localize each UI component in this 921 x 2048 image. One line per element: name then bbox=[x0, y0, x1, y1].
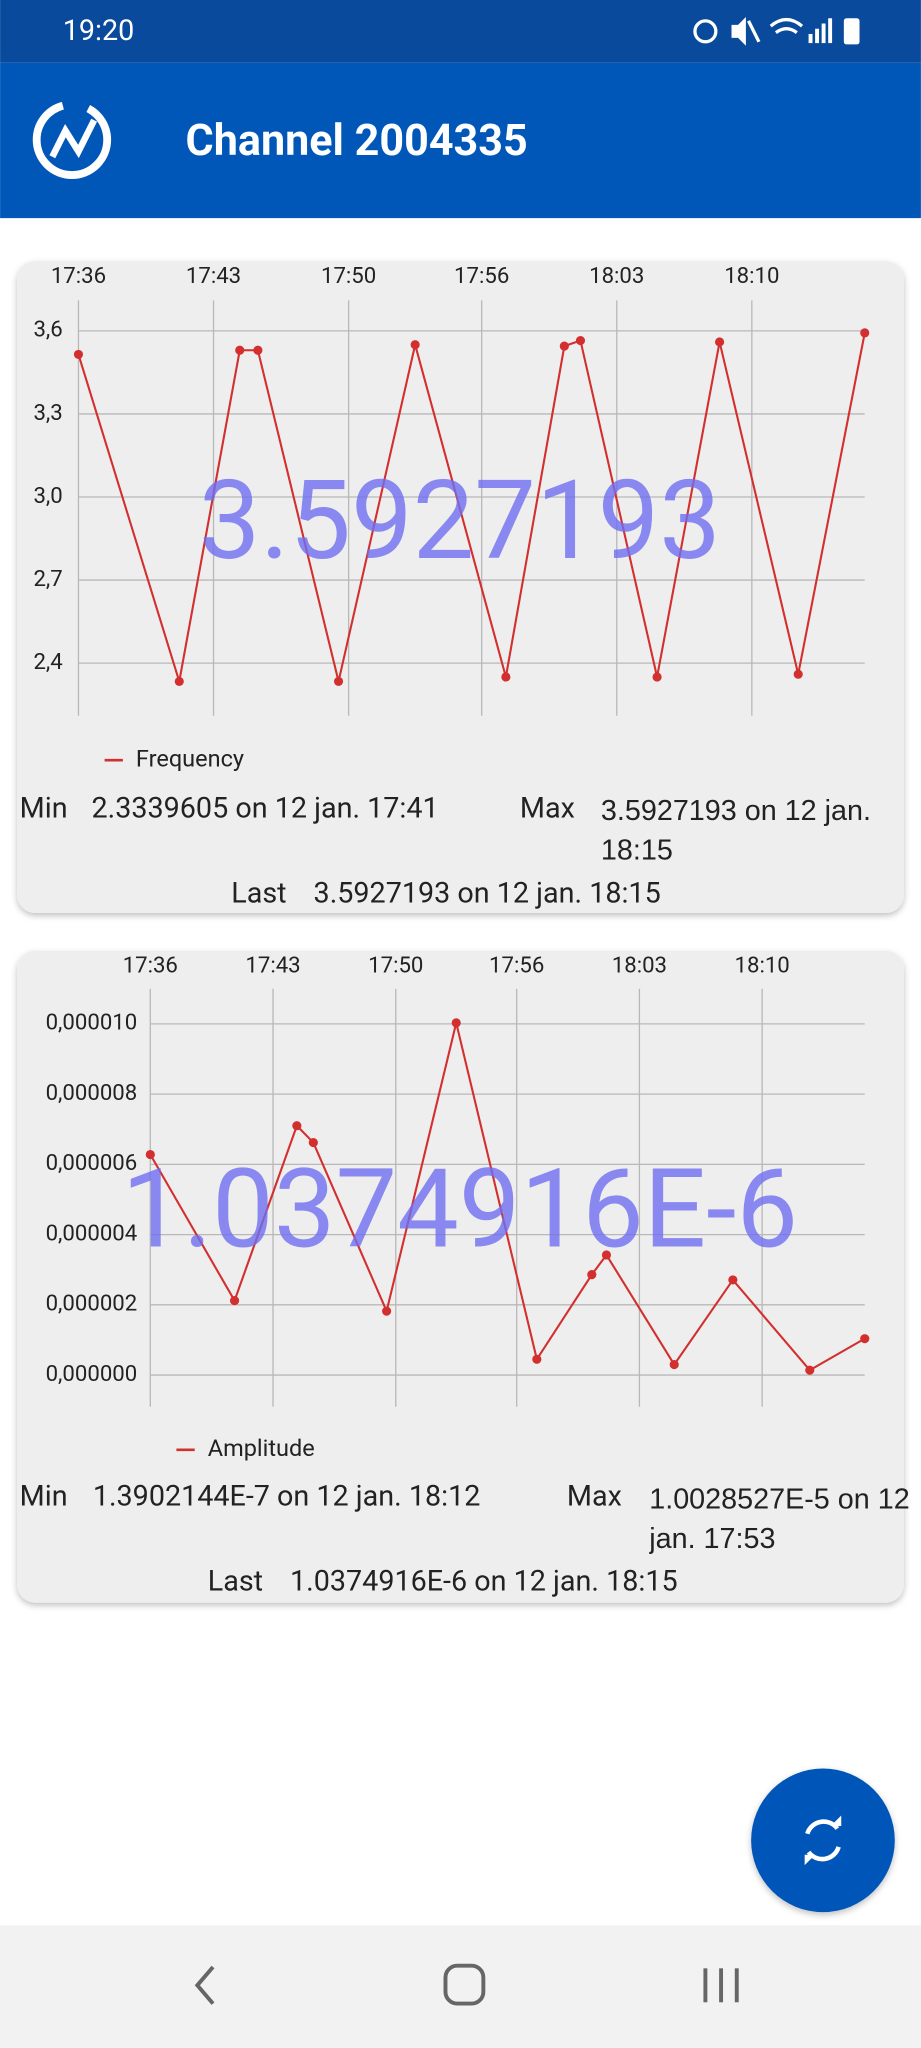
data-point bbox=[860, 328, 870, 338]
status-bar bbox=[0, 0, 921, 63]
stat-box: 1.0028527E-5 on 12 jan. 17:53 bbox=[649, 1482, 910, 1555]
data-point bbox=[652, 672, 662, 682]
charts: 2,4 2,7 3,0 3,3 3,6 17:36 17:43 17:50 17:56 18:03… bbox=[20, 263, 910, 1599]
stat-label: Min bbox=[20, 1480, 68, 1514]
x-tick-label: 17:56 bbox=[454, 263, 509, 289]
data-point bbox=[532, 1354, 542, 1364]
x-tick-label: 17:36 bbox=[51, 263, 106, 289]
data-point bbox=[145, 1149, 155, 1160]
data-point bbox=[805, 1365, 815, 1375]
x-tick-label: 18:10 bbox=[724, 263, 779, 289]
stat-value: 2.3339605 on 12 jan. 17:41 bbox=[92, 791, 439, 825]
nav-back[interactable] bbox=[194, 1965, 215, 2005]
data-point bbox=[308, 1138, 318, 1148]
stat-label: Last bbox=[208, 1565, 263, 1599]
value-overlay: 3.5927193 bbox=[199, 456, 721, 585]
chart-card bbox=[17, 261, 904, 913]
stat-value: 1.0374916E-6 on 12 jan. 18:15 bbox=[290, 1565, 678, 1599]
data-point bbox=[451, 1018, 461, 1028]
data-point bbox=[235, 345, 245, 355]
x-tick-label: 17:50 bbox=[368, 952, 423, 978]
y-tick-label: 0,000000 bbox=[46, 1361, 138, 1387]
y-tick-label: 0,000002 bbox=[46, 1291, 138, 1317]
data-point bbox=[333, 676, 344, 686]
stat-label: Max bbox=[567, 1480, 622, 1514]
nav-home[interactable] bbox=[443, 1963, 486, 2006]
data-point bbox=[559, 341, 569, 351]
data-point bbox=[229, 1296, 240, 1306]
data-point bbox=[728, 1275, 738, 1285]
data-point bbox=[715, 337, 725, 347]
x-tick-label: 17:43 bbox=[245, 952, 300, 978]
stat-value: 1.3902144E-7 on 12 jan. 18:12 bbox=[93, 1480, 481, 1514]
stat-label: Max bbox=[520, 791, 575, 825]
y-tick-label: 3,6 bbox=[33, 317, 62, 343]
y-tick-label: 2,7 bbox=[33, 566, 62, 592]
data-point bbox=[253, 345, 263, 355]
app-bar bbox=[0, 62, 921, 219]
x-tick-label: 18:03 bbox=[612, 952, 667, 978]
data-point bbox=[292, 1121, 302, 1131]
stat-value: 1.0028527E-5 on 12 jan. 17:53 bbox=[649, 1482, 910, 1555]
legend-label: Frequency bbox=[136, 744, 244, 772]
y-tick-label: 3,3 bbox=[33, 400, 62, 426]
y-tick-label: 3,0 bbox=[33, 483, 62, 509]
nav-recent[interactable] bbox=[703, 1968, 739, 2003]
y-tick-label: 0,000006 bbox=[46, 1150, 138, 1176]
refresh-button[interactable] bbox=[751, 1768, 895, 1913]
data-point bbox=[410, 340, 420, 350]
status-icons bbox=[693, 16, 860, 46]
data-point bbox=[669, 1359, 679, 1370]
data-point bbox=[575, 335, 586, 346]
x-tick-label: 17:56 bbox=[489, 952, 544, 978]
nav-bar bbox=[0, 1925, 921, 2048]
stat-label: Min bbox=[20, 791, 68, 825]
y-tick-label: 0,000008 bbox=[46, 1080, 138, 1106]
x-tick-label: 18:03 bbox=[589, 263, 644, 289]
x-tick-label: 18:10 bbox=[735, 952, 790, 978]
status-time: 19:20 bbox=[63, 14, 135, 48]
data-point bbox=[860, 1334, 870, 1344]
stat-value: 3.5927193 on 12 jan. 18:15 bbox=[314, 876, 661, 910]
value-overlay: 1.0374916E-6 bbox=[122, 1144, 799, 1273]
data-point bbox=[174, 676, 184, 687]
fab[interactable] bbox=[751, 1768, 895, 1913]
data-point bbox=[793, 669, 803, 679]
data-point bbox=[382, 1306, 392, 1316]
legend-label: Amplitude bbox=[208, 1434, 315, 1462]
x-tick-label: 17:50 bbox=[321, 263, 376, 289]
x-tick-label: 17:36 bbox=[123, 952, 178, 978]
data-point bbox=[601, 1250, 612, 1260]
stat-label: Last bbox=[231, 876, 286, 910]
y-tick-label: 0,000010 bbox=[46, 1010, 138, 1036]
y-tick-label: 0,000004 bbox=[46, 1220, 138, 1246]
data-point bbox=[501, 672, 511, 682]
data-point bbox=[587, 1270, 597, 1280]
stat-value: 3.5927193 on 12 jan. 18:15 bbox=[600, 794, 871, 866]
app-logo bbox=[32, 100, 112, 179]
data-point bbox=[73, 349, 84, 359]
chart-card bbox=[17, 950, 904, 1603]
x-tick-label: 17:43 bbox=[186, 263, 241, 289]
stat-box: 3.5927193 on 12 jan. 18:15 bbox=[600, 794, 871, 866]
y-tick-label: 2,4 bbox=[33, 649, 62, 675]
app-title: Channel 2004335 bbox=[186, 115, 528, 166]
